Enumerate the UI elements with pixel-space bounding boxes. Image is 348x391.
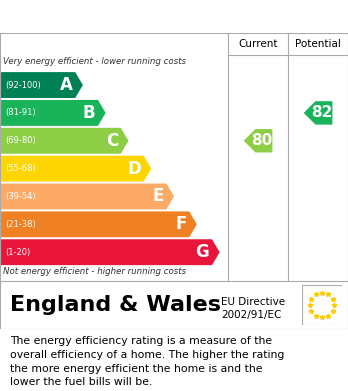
Text: lower the fuel bills will be.: lower the fuel bills will be. xyxy=(10,377,153,387)
Text: the more energy efficient the home is and the: the more energy efficient the home is an… xyxy=(10,364,263,374)
Text: D: D xyxy=(127,160,141,178)
Polygon shape xyxy=(1,128,128,154)
Polygon shape xyxy=(1,100,106,126)
Text: 80: 80 xyxy=(251,133,272,148)
Text: (55-68): (55-68) xyxy=(5,164,36,173)
Text: A: A xyxy=(60,76,72,94)
Text: (39-54): (39-54) xyxy=(5,192,36,201)
Text: Potential: Potential xyxy=(295,39,341,49)
Text: England & Wales: England & Wales xyxy=(10,295,221,315)
Text: Very energy efficient - lower running costs: Very energy efficient - lower running co… xyxy=(3,57,187,66)
Text: Energy Efficiency Rating: Energy Efficiency Rating xyxy=(10,7,239,25)
Polygon shape xyxy=(1,183,174,210)
Text: C: C xyxy=(106,132,118,150)
Text: (81-91): (81-91) xyxy=(5,108,36,117)
Text: (1-20): (1-20) xyxy=(5,248,31,256)
Text: Not energy efficient - higher running costs: Not energy efficient - higher running co… xyxy=(3,267,187,276)
Text: (21-38): (21-38) xyxy=(5,220,36,229)
Text: (92-100): (92-100) xyxy=(5,81,41,90)
Text: G: G xyxy=(196,243,209,261)
Polygon shape xyxy=(1,212,197,237)
Polygon shape xyxy=(1,239,220,265)
Text: (69-80): (69-80) xyxy=(5,136,36,145)
Polygon shape xyxy=(244,129,272,152)
Polygon shape xyxy=(1,156,151,181)
Text: F: F xyxy=(175,215,187,233)
Text: 82: 82 xyxy=(311,106,332,120)
Text: B: B xyxy=(82,104,95,122)
Text: E: E xyxy=(152,187,164,206)
Text: Current: Current xyxy=(238,39,278,49)
Text: overall efficiency of a home. The higher the rating: overall efficiency of a home. The higher… xyxy=(10,350,285,360)
Text: EU Directive: EU Directive xyxy=(221,297,285,307)
Polygon shape xyxy=(1,72,83,98)
Text: The energy efficiency rating is a measure of the: The energy efficiency rating is a measur… xyxy=(10,336,272,346)
Text: 2002/91/EC: 2002/91/EC xyxy=(221,310,281,319)
Polygon shape xyxy=(304,101,332,125)
